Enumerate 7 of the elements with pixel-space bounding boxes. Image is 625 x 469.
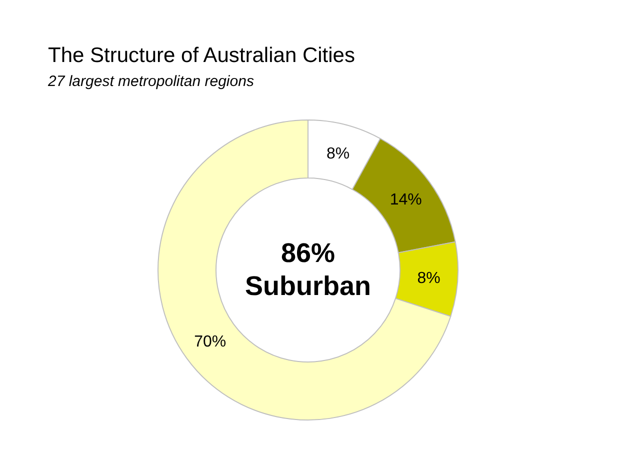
data-label: 8% [326, 145, 350, 162]
text: 86% Suburban [245, 238, 371, 301]
data-label: 70% [194, 334, 226, 351]
chart-title: The Structure of Australian Cities [48, 44, 355, 67]
data-label: 14% [390, 191, 422, 208]
data-label: 8% [417, 270, 440, 288]
chart-subtitle: 27 largest metropolitan regions [47, 73, 254, 90]
